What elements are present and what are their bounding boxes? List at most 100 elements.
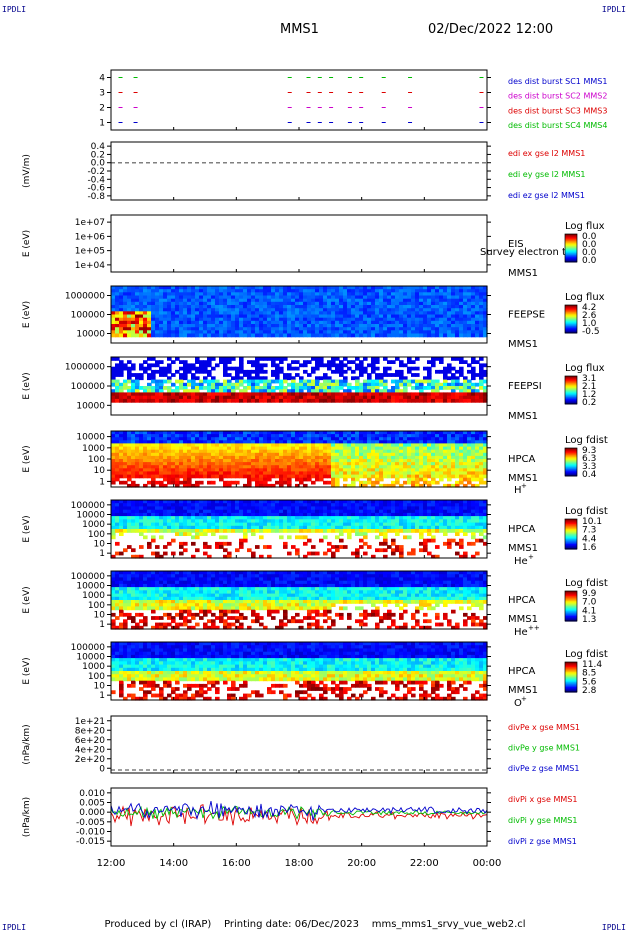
colorbar-segment	[565, 459, 577, 462]
colorbar-label: Log fdist	[565, 435, 608, 446]
colorbar-segment	[565, 462, 577, 464]
colorbar-segment	[565, 322, 577, 325]
colorbar-segment	[565, 391, 577, 393]
heatmap-cells	[111, 357, 488, 403]
colorbar-tick: 10.1	[582, 517, 602, 527]
instrument-label: FEEPSE	[508, 310, 545, 321]
colorbar-segment	[565, 306, 577, 308]
colorbar-segment	[565, 249, 577, 251]
mission-title: MMS1	[280, 22, 319, 37]
y-axis-label: E (eV)	[22, 586, 32, 613]
colorbar-frame	[564, 304, 578, 334]
instrument-label: HPCA	[508, 666, 536, 677]
y-tick-label: 8e+20	[75, 726, 106, 736]
colorbar-segment	[565, 602, 577, 605]
y-axis-label: E (eV)	[22, 372, 32, 399]
y-tick-label: 100000	[71, 311, 106, 321]
footer-script-name: mms_mms1_srvy_vue_web2.cl	[371, 919, 526, 930]
species-label: He	[514, 627, 528, 638]
colorbar-segment	[565, 260, 577, 263]
species-label: He	[514, 556, 528, 567]
y-tick-label: -0.2	[87, 167, 105, 177]
colorbar-segment	[565, 546, 577, 549]
colorbar-label: Log flux	[565, 221, 605, 232]
footer: Produced by cl (IRAP) Printing date: 06/…	[0, 919, 630, 930]
y-tick-label: 1e+07	[75, 218, 105, 228]
colorbar-segment	[565, 526, 577, 529]
colorbar-segment	[565, 689, 577, 692]
colorbar-segment	[565, 239, 577, 242]
y-tick-label: 100	[88, 455, 105, 465]
y-tick-label: 10000	[76, 401, 105, 411]
legend-entry: divPe y gse MMS1	[508, 744, 580, 753]
colorbar-segment	[565, 682, 577, 684]
colorbar-segment	[565, 248, 577, 250]
instrument-label: HPCA	[508, 454, 536, 465]
y-tick-label: -0.015	[76, 837, 105, 847]
y-tick-label: 0.000	[79, 808, 105, 818]
colorbar-segment	[565, 608, 577, 611]
colorbar-segment	[565, 380, 577, 383]
y-tick-label: 100	[88, 672, 105, 682]
y-tick-label: 1	[99, 477, 105, 487]
legend-entry: divPe z gse MMS1	[508, 764, 579, 773]
y-tick-label: 1e+05	[75, 247, 105, 257]
colorbar-segment	[565, 377, 577, 379]
y-tick-label: 0.010	[79, 789, 105, 799]
species-charge: +	[528, 553, 534, 561]
colorbar-label: Log fdist	[565, 578, 608, 589]
colorbar-segment	[565, 612, 577, 615]
spacecraft-label: MMS1	[508, 685, 538, 696]
colorbar-segment	[565, 616, 577, 618]
colorbar-segment	[565, 470, 577, 472]
species-label: H	[514, 485, 522, 496]
series-line-2	[110, 805, 488, 820]
legend-entry: divPi y gse MMS1	[508, 816, 577, 825]
colorbar-frame	[564, 590, 578, 622]
y-tick-label: 10	[94, 682, 106, 692]
colorbar-segment	[565, 683, 577, 686]
colorbar-segment	[565, 394, 577, 397]
colorbar-segment	[565, 313, 577, 315]
colorbar-segment	[565, 524, 577, 526]
colorbar-tick: 1.0	[582, 319, 597, 329]
colorbar-segment	[565, 449, 577, 451]
corner-label-br: IPDLI	[601, 923, 626, 932]
y-tick-label: 100	[88, 601, 105, 611]
colorbar-segment	[565, 312, 577, 314]
y-tick-label: 1e+21	[75, 717, 105, 727]
colorbar-segment	[565, 673, 577, 676]
x-tick-label: 00:00	[473, 858, 502, 869]
colorbar-tick: 1.3	[582, 615, 596, 625]
y-axis-label: (nPa/km)	[22, 797, 32, 837]
colorbar-segment	[565, 672, 577, 674]
colorbar-segment	[565, 398, 577, 400]
y-tick-label: -0.8	[87, 192, 105, 202]
legend-entry: edi ey gse l2 MMS1	[508, 170, 586, 179]
colorbar-segment	[565, 471, 577, 473]
colorbar-frame	[564, 518, 578, 550]
colorbar-segment	[565, 452, 577, 455]
colorbar-segment	[565, 474, 577, 477]
legend-entry: des dist burst SC1 MMS1	[508, 77, 607, 86]
series-line-3	[110, 801, 488, 821]
colorbar-segment	[565, 323, 577, 326]
legend-entry: des dist burst SC3 MMS3	[508, 106, 607, 115]
colorbar-segment	[565, 384, 577, 386]
colorbar-tick: 4.4	[582, 534, 597, 544]
colorbar-label: Log fdist	[565, 649, 608, 660]
colorbar-segment	[565, 534, 577, 536]
colorbar-segment	[565, 255, 577, 257]
colorbar-segment	[565, 472, 577, 475]
colorbar-segment	[565, 532, 577, 535]
colorbar-segment	[565, 246, 577, 249]
colorbar-segment	[565, 675, 577, 678]
colorbar-segment	[565, 329, 577, 332]
y-tick-label: 0.0	[91, 159, 106, 169]
y-tick-label: 1000	[82, 591, 105, 601]
footer-produced-by: Produced by cl (IRAP)	[104, 919, 212, 930]
colorbar-tick: 6.3	[582, 454, 596, 464]
colorbar-segment	[565, 241, 577, 243]
colorbar-segment	[565, 458, 577, 461]
panel-frame	[110, 141, 488, 201]
